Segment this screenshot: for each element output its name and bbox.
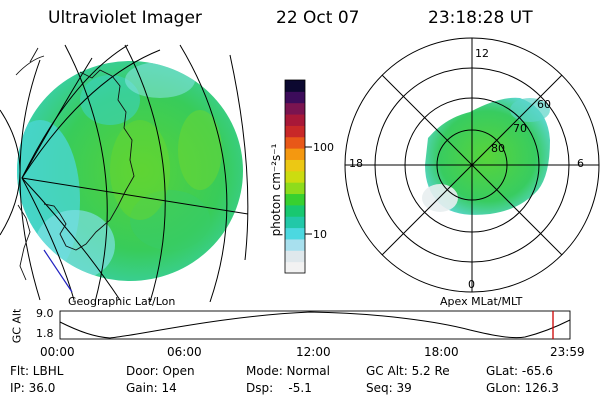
status-glon: GLon: 126.3 (486, 381, 559, 395)
orbit-ytick-min: 1.8 (36, 327, 54, 340)
orbit-plot (59, 310, 571, 340)
orbit-xtick-0600: 06:00 (167, 345, 202, 359)
mlt-label-0: 0 (468, 278, 475, 291)
orbit-xtick-0000: 00:00 (40, 345, 75, 359)
colorbar-cell (285, 136, 305, 149)
instrument-title: Ultraviolet Imager (48, 8, 202, 28)
colorbar-unit-label: photon cm⁻²s⁻¹ (269, 143, 283, 237)
polar-panel (344, 37, 600, 293)
orbit-ylabel: GC Alt (10, 308, 24, 344)
status-seq: Seq: 39 (366, 381, 412, 395)
colorbar-cell (285, 250, 305, 263)
orbit-xtick-1200: 12:00 (296, 345, 331, 359)
colorbar-cell (285, 261, 305, 274)
colorbar-cell (285, 91, 305, 104)
status-glat: GLat: -65.6 (486, 364, 553, 378)
colorbar-cell (285, 114, 305, 126)
status-ip: IP: 36.0 (10, 381, 56, 395)
time-label: 23:18:28 UT (428, 8, 533, 28)
polar-aurora-image (425, 97, 550, 215)
colorbar-cell (285, 102, 305, 115)
colorbar-cell (285, 125, 305, 138)
colorbar-tick-100: 100 (313, 141, 334, 154)
mlt-label-18: 18 (349, 157, 363, 170)
orbit-xtick-2359: 23:59 (550, 345, 585, 359)
altitude-curve (59, 311, 571, 339)
mlat-label-60: 60 (537, 98, 551, 111)
colorbar-cell (285, 148, 305, 160)
mlt-label-12: 12 (475, 47, 489, 60)
mlt-label-6: 6 (577, 157, 584, 170)
colorbar-cell (285, 80, 305, 92)
colorbar-cell (285, 182, 305, 195)
orbit-ytick-max: 9.0 (36, 307, 54, 320)
geo-image-panel (0, 44, 249, 302)
colorbar-cell (285, 216, 305, 229)
geo-terminator-line (43, 249, 73, 293)
status-dsp: Dsp: -5.1 (246, 381, 312, 395)
orbit-xtick-1800: 18:00 (424, 345, 459, 359)
date-label: 22 Oct 07 (276, 8, 360, 28)
geo-panel-label: Geographic Lat/Lon (68, 295, 176, 308)
mlat-label-80: 80 (491, 142, 505, 155)
mlat-label-70: 70 (513, 122, 527, 135)
colorbar-cell (285, 227, 305, 240)
colorbar-cell (285, 238, 305, 251)
colorbar-cell (285, 159, 305, 172)
colorbar-tick-10: 10 (313, 228, 327, 241)
colorbar-cell (285, 170, 305, 183)
status-mode: Mode: Normal (246, 364, 330, 378)
status-flt: Flt: LBHL (10, 364, 64, 378)
colorbar (284, 79, 312, 274)
status-door: Door: Open (126, 364, 195, 378)
colorbar-cell (285, 204, 305, 217)
colorbar-cell (285, 193, 305, 206)
status-gc-alt: GC Alt: 5.2 Re (366, 364, 450, 378)
status-gain: Gain: 14 (126, 381, 177, 395)
polar-panel-label: Apex MLat/MLT (440, 295, 523, 308)
